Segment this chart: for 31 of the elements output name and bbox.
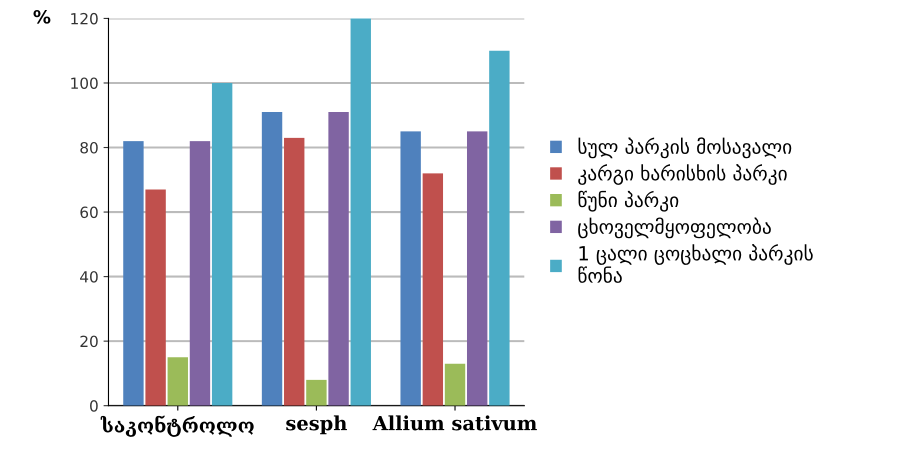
- bar: [306, 380, 327, 406]
- y-tick-label: 0: [90, 400, 98, 412]
- legend-label: ცხოველმყოფელობა: [578, 217, 771, 238]
- y-axis-title: %: [33, 10, 50, 24]
- y-tick-label: 20: [80, 336, 98, 348]
- legend-label: კარგი ხარისხის პარკი: [578, 164, 787, 185]
- bar: [328, 112, 349, 406]
- bar: [422, 173, 444, 406]
- x-tick-label: sesph: [286, 415, 347, 434]
- legend-label: 1 ცალი ცოცხალი პარკის წონა: [578, 244, 813, 283]
- y-tick-label: 80: [80, 142, 98, 154]
- x-tick-label: საკონტროლო: [100, 415, 254, 437]
- bar: [123, 141, 144, 406]
- bar: [466, 131, 488, 406]
- legend-label: სულ პარკის მოსავალი: [578, 137, 792, 158]
- bar: [489, 50, 510, 406]
- y-tick-label: 100: [71, 77, 98, 89]
- y-tick-label: 60: [80, 206, 98, 218]
- bar: [284, 138, 304, 406]
- x-tick-label: Allium sativum: [372, 415, 537, 430]
- bar: [262, 112, 282, 406]
- legend-label: წუნი პარკი: [578, 190, 678, 212]
- y-tick-label: 40: [80, 271, 98, 283]
- bar: [444, 364, 466, 406]
- y-tick-label: 120: [71, 12, 98, 24]
- bar: [350, 18, 371, 406]
- bar: [212, 82, 232, 406]
- bar: [145, 189, 166, 406]
- bar: [190, 141, 210, 406]
- bar: [400, 131, 421, 406]
- bar: [168, 357, 188, 406]
